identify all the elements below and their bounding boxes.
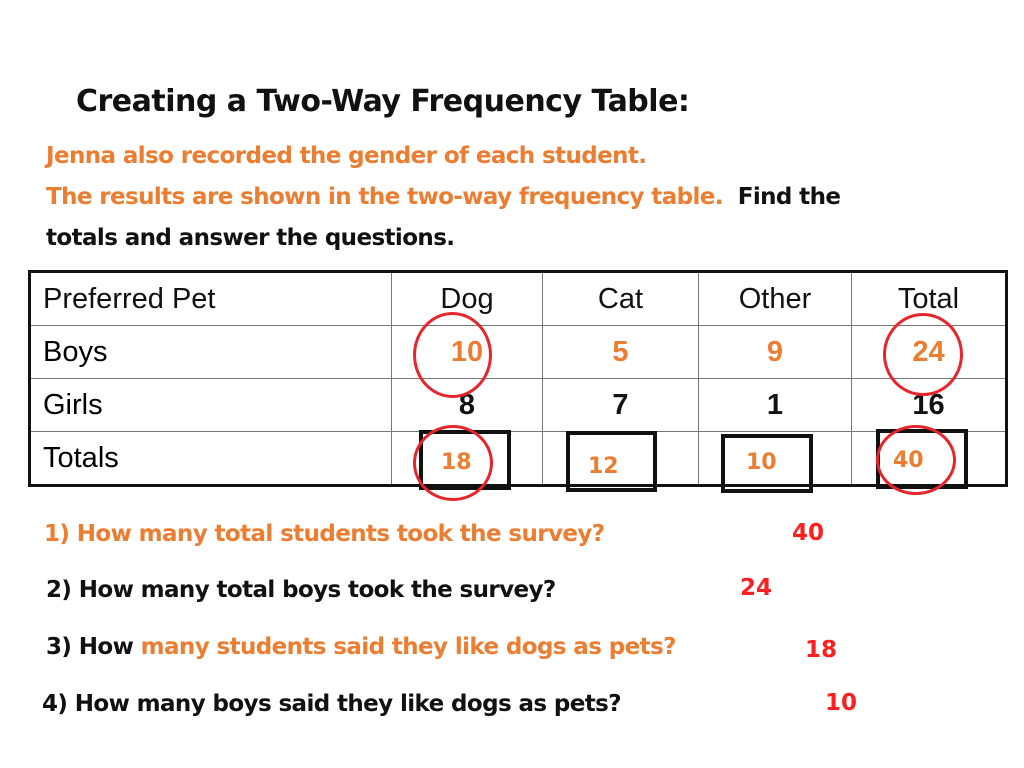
row-label-boys: Boys	[29, 325, 392, 379]
table-row-totals: Totals	[29, 431, 1007, 486]
question-4: 4) How many boys said they like dogs as …	[42, 691, 622, 717]
question-3-prefix: 3) How	[46, 634, 141, 660]
cell-boys-other: 9	[698, 325, 852, 379]
cell-boys-cat: 5	[542, 325, 699, 379]
circle-boys-total	[883, 313, 963, 396]
question-1-text: 1) How many total students took the surv…	[44, 521, 605, 547]
total-value-other: 10	[746, 450, 777, 475]
circle-grand-total	[876, 425, 956, 495]
header-cell-cat: Cat	[542, 271, 699, 326]
intro-text: Jenna also recorded the gender of each s…	[46, 136, 976, 259]
answer-box-other-total	[721, 434, 813, 493]
table-row-boys: Boys 10 5 9 24	[29, 325, 1007, 379]
circle-dog-total	[413, 425, 493, 501]
intro-line-2-orange: The results are shown in the two-way fre…	[46, 184, 724, 210]
answer-1: 40	[792, 520, 825, 546]
answer-3: 18	[805, 637, 838, 663]
question-3: 3) How many students said they like dogs…	[46, 634, 676, 660]
question-2: 2) How many total boys took the survey?	[46, 577, 556, 603]
header-cell-other: Other	[698, 271, 852, 326]
question-3-rest: many students said they like dogs as pet…	[140, 634, 677, 660]
intro-line-3: totals and answer the questions.	[46, 225, 455, 251]
cell-girls-cat: 7	[542, 378, 699, 432]
header-cell-preferred-pet: Preferred Pet	[29, 271, 392, 326]
row-label-girls: Girls	[29, 378, 392, 432]
slide-title: Creating a Two-Way Frequency Table:	[76, 84, 690, 119]
circle-boys-dog	[413, 312, 492, 398]
answer-4: 10	[825, 690, 858, 716]
table-row-girls: Girls 8 7 1 16	[29, 378, 1007, 432]
answer-box-cat-total	[566, 431, 657, 492]
intro-line-2: The results are shown in the two-way fre…	[46, 177, 976, 218]
cell-girls-other: 1	[698, 378, 852, 432]
question-1: 1) How many total students took the surv…	[44, 521, 605, 547]
question-4-text: 4) How many boys said they like dogs as …	[42, 691, 622, 717]
frequency-table: Preferred Pet Dog Cat Other Total Boys 1…	[28, 270, 1008, 487]
header-cell-total: Total	[851, 271, 1007, 326]
total-value-cat: 12	[588, 454, 619, 479]
intro-line-1: Jenna also recorded the gender of each s…	[46, 143, 647, 169]
table-header-row: Preferred Pet Dog Cat Other Total	[29, 271, 1007, 326]
row-label-totals: Totals	[29, 431, 392, 486]
intro-line-2-dark: Find the	[737, 184, 841, 210]
question-2-text: 2) How many total boys took the survey?	[46, 577, 556, 603]
answer-2: 24	[740, 575, 773, 601]
